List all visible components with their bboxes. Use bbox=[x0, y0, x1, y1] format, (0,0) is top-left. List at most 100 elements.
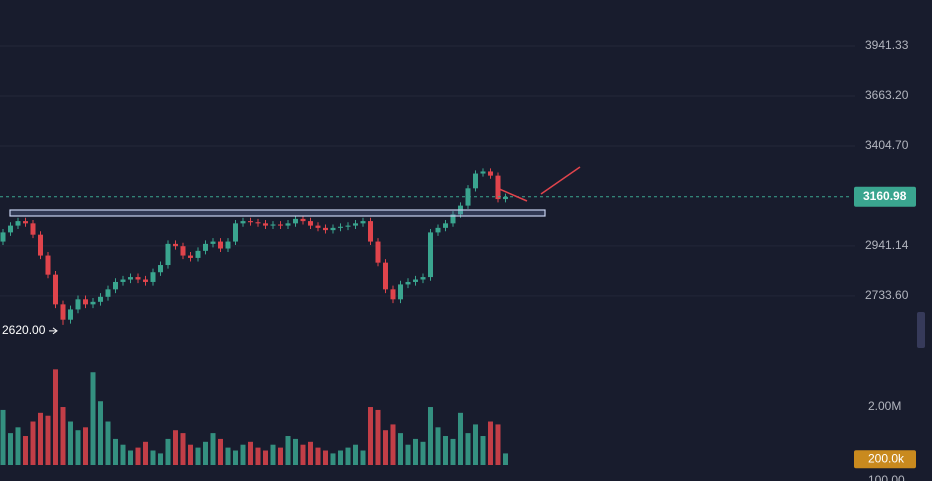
candle-body bbox=[75, 299, 81, 310]
volume-bar bbox=[158, 453, 163, 465]
candle-body bbox=[270, 224, 276, 226]
candle-body bbox=[128, 277, 133, 280]
volume-bar bbox=[405, 444, 411, 465]
candle-body bbox=[233, 223, 238, 242]
candle-body bbox=[15, 221, 21, 226]
volume-tick-label: 200.0k bbox=[868, 451, 905, 465]
candle-body bbox=[180, 246, 186, 256]
candle-body bbox=[173, 243, 178, 247]
candle-body bbox=[195, 250, 201, 258]
candle-body bbox=[0, 232, 6, 242]
candle-body bbox=[225, 241, 231, 249]
volume-bar bbox=[263, 450, 268, 465]
volume-bar bbox=[23, 436, 28, 465]
lower-pane-tick: 100.00 bbox=[868, 473, 905, 481]
candle-body bbox=[248, 221, 253, 223]
candle-body bbox=[68, 309, 73, 320]
volume-bar bbox=[323, 450, 328, 465]
candle-body bbox=[120, 279, 126, 282]
candle-body bbox=[38, 234, 43, 256]
candle-body bbox=[158, 265, 163, 273]
candle-body bbox=[210, 241, 216, 244]
candle-body bbox=[488, 171, 493, 176]
candle-body bbox=[300, 218, 306, 222]
volume-bar bbox=[278, 447, 283, 465]
price-zone[interactable] bbox=[9, 209, 546, 217]
volume-bar bbox=[165, 438, 171, 465]
candle-body bbox=[405, 281, 411, 285]
volume-bar bbox=[173, 430, 178, 465]
trend-line[interactable] bbox=[496, 187, 528, 202]
volume-tick-label: 2.00M bbox=[868, 399, 901, 413]
candle-body bbox=[323, 227, 328, 231]
volume-bar bbox=[15, 427, 21, 465]
candle-body bbox=[165, 243, 171, 266]
trend-line[interactable] bbox=[540, 166, 581, 195]
volume-bar bbox=[390, 424, 396, 465]
candle-body bbox=[143, 279, 148, 282]
volume-bar bbox=[383, 430, 388, 465]
last-price-badge bbox=[854, 186, 916, 207]
candle-body bbox=[255, 222, 261, 224]
candle-body bbox=[360, 221, 366, 224]
y-tick-label: 2733.60 bbox=[865, 288, 909, 302]
volume-bar bbox=[195, 447, 201, 465]
candle-body bbox=[428, 232, 433, 278]
volume-bar bbox=[30, 421, 36, 465]
volume-bar bbox=[128, 450, 133, 465]
candle-body bbox=[293, 218, 298, 224]
volume-bar bbox=[83, 427, 88, 465]
candle-body bbox=[105, 289, 111, 297]
volume-bar bbox=[143, 441, 148, 465]
volume-bar bbox=[458, 412, 463, 465]
y-tick-label: 3941.33 bbox=[865, 38, 909, 52]
candle-body bbox=[420, 277, 426, 280]
candle-body bbox=[330, 227, 336, 231]
candle-body bbox=[90, 301, 96, 305]
candle-body bbox=[53, 274, 58, 305]
candle-body bbox=[353, 223, 358, 226]
volume-bar bbox=[495, 424, 501, 465]
volume-badge bbox=[854, 450, 916, 469]
candle-body bbox=[390, 289, 396, 300]
candle-body bbox=[338, 226, 343, 228]
candle-body bbox=[435, 227, 441, 233]
volume-bar bbox=[90, 372, 96, 465]
volume-bar bbox=[330, 453, 336, 465]
volume-bar bbox=[285, 436, 291, 465]
candle-body bbox=[375, 241, 381, 263]
candle-body bbox=[450, 214, 456, 224]
candle-body bbox=[315, 225, 321, 228]
candle-body bbox=[203, 243, 208, 251]
y-tick-label: 2941.14 bbox=[865, 238, 909, 252]
volume-bar bbox=[435, 427, 441, 465]
volume-bar bbox=[450, 438, 456, 465]
candle-body bbox=[113, 281, 118, 290]
candle-body bbox=[8, 225, 13, 233]
volume-bar bbox=[338, 450, 343, 465]
volume-bar bbox=[240, 444, 246, 465]
candle-body bbox=[30, 223, 36, 235]
volume-bar bbox=[398, 433, 403, 465]
candle-body bbox=[308, 221, 313, 226]
last-price-label: 3160.98 bbox=[863, 189, 907, 203]
volume-bar bbox=[120, 444, 126, 465]
volume-bar bbox=[98, 401, 103, 465]
grid bbox=[0, 45, 855, 297]
volume-bar bbox=[270, 444, 276, 465]
annotation-arrowhead bbox=[52, 327, 58, 335]
volume-bar bbox=[345, 447, 351, 465]
volume-bar bbox=[60, 407, 66, 465]
side-tab[interactable] bbox=[917, 312, 925, 348]
candle-body bbox=[443, 223, 448, 228]
candle-body bbox=[285, 223, 291, 226]
volume-bar bbox=[360, 450, 366, 465]
candle-body bbox=[98, 296, 103, 302]
volume-bar bbox=[428, 407, 433, 465]
volume-bar bbox=[218, 438, 223, 465]
candle-body bbox=[45, 255, 51, 275]
volume-bar bbox=[353, 444, 358, 465]
volume-bar bbox=[210, 433, 216, 465]
